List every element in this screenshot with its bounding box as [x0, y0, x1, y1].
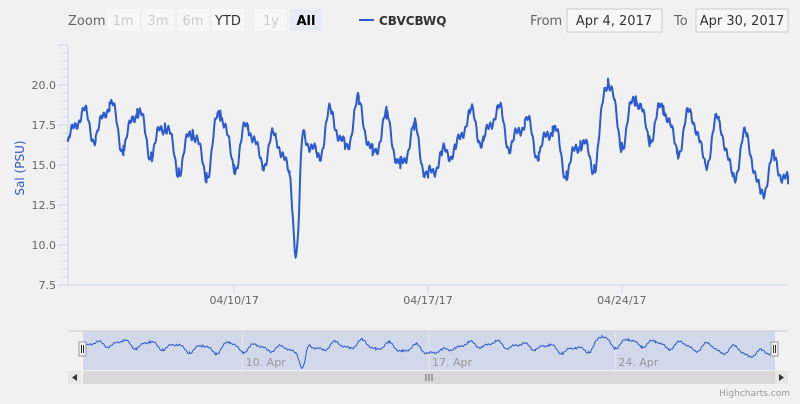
legend[interactable]: CBVCBWQ — [359, 14, 447, 28]
y-tick-label: 20.0 — [32, 79, 57, 92]
credits-link[interactable]: Highcharts.com — [719, 389, 790, 399]
zoom-button-label: 1m — [113, 14, 134, 29]
zoom-button-1y[interactable]: 1y — [255, 9, 287, 31]
to-date-value: Apr 30, 2017 — [700, 14, 785, 29]
y-tick-label: 15.0 — [32, 159, 57, 172]
scrollbar[interactable] — [68, 371, 788, 384]
zoom-button-label: All — [297, 14, 316, 29]
zoom-button-label: YTD — [214, 14, 241, 29]
to-label: To — [673, 14, 688, 29]
y-axis: 7.5 10.0 12.5 15.0 17.5 20.0 — [32, 44, 69, 292]
arrow-right-icon — [779, 374, 784, 381]
zoom-button-label: 1y — [263, 14, 279, 29]
legend-series-label: CBVCBWQ — [379, 14, 447, 28]
zoom-button-ytd[interactable]: YTD — [212, 9, 244, 31]
navigator-tick-label: 24. Apr — [618, 356, 658, 369]
y-tick-label: 12.5 — [32, 199, 57, 212]
navigator-left-handle[interactable] — [78, 341, 87, 357]
navigator-x-axis: 10. Apr 17. Apr 24. Apr — [242, 331, 659, 370]
zoom-button-all[interactable]: All — [290, 9, 322, 31]
zoom-button-3m[interactable]: 3m — [142, 9, 174, 31]
scrollbar-thumb-grip — [425, 374, 433, 381]
navigator-series-line — [82, 334, 776, 370]
from-date-input[interactable]: Apr 4, 2017 — [566, 8, 663, 33]
zoom-button-label: 6m — [183, 14, 204, 29]
zoom-button-label: 3m — [148, 14, 169, 29]
y-tick-label: 7.5 — [39, 279, 57, 292]
from-label: From — [530, 14, 562, 29]
plot-area: 7.5 10.0 12.5 15.0 17.5 20.0 Sal (PSU) 04/10/… — [13, 44, 789, 307]
navigator-right-handle[interactable] — [770, 341, 779, 357]
zoom-button-6m[interactable]: 6m — [177, 9, 209, 31]
to-date-input[interactable]: Apr 30, 2017 — [695, 8, 789, 33]
series-line-cbvcbwq[interactable] — [67, 77, 789, 259]
zoom-button-1m[interactable]: 1m — [107, 9, 139, 31]
y-tick-label: 17.5 — [32, 119, 57, 132]
y-axis-title: Sal (PSU) — [13, 140, 27, 195]
scroll-left-button[interactable] — [68, 371, 81, 384]
arrow-left-icon — [72, 374, 77, 381]
zoom-label: Zoom — [68, 14, 105, 29]
navigator[interactable]: 10. Apr 17. Apr 24. Apr — [68, 330, 788, 370]
navigator-tick-label: 17. Apr — [432, 356, 472, 369]
x-axis: 04/10/17 04/17/17 04/24/17 — [68, 284, 788, 307]
x-tick-label: 04/24/17 — [597, 294, 646, 307]
scroll-right-button[interactable] — [775, 371, 788, 384]
navigator-tick-label: 10. Apr — [246, 356, 286, 369]
from-date-value: Apr 4, 2017 — [576, 14, 652, 29]
x-tick-label: 04/17/17 — [403, 294, 452, 307]
y-tick-label: 10.0 — [32, 239, 57, 252]
range-selector: Zoom 1m 3m 6m YTD 1y All From Apr 4, 2017 To … — [68, 8, 789, 33]
x-tick-label: 04/10/17 — [209, 294, 258, 307]
zoom-buttons: 1m 3m 6m YTD 1y All — [107, 9, 322, 31]
